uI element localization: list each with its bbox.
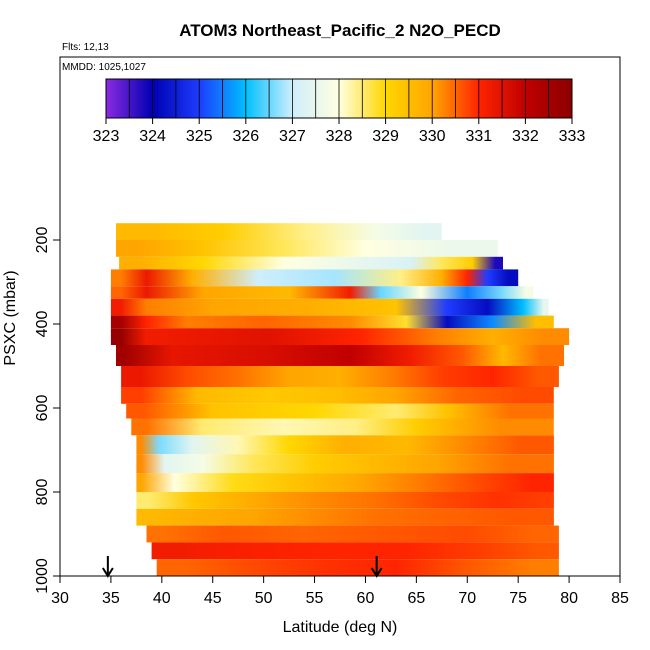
x-tick-label: 55 — [306, 590, 324, 607]
y-tick-label: 200 — [34, 227, 51, 254]
x-tick-label: 60 — [357, 590, 375, 607]
y-axis-title: PSXC (mbar) — [2, 270, 19, 365]
colorbar-tick-label: 331 — [465, 128, 492, 145]
x-tick-label: 75 — [509, 590, 527, 607]
heatmap-band — [110, 286, 534, 299]
heatmap-band — [110, 298, 549, 316]
colorbar-tick-label: 329 — [372, 128, 399, 145]
x-tick-label: 45 — [204, 590, 222, 607]
x-axis-title: Latitude (deg N) — [283, 619, 398, 636]
colorbar-tick-label: 327 — [279, 128, 306, 145]
heatmap-band — [126, 403, 554, 419]
plot-frame — [59, 56, 621, 577]
heatmap-band — [116, 223, 442, 240]
profile-markers — [102, 556, 383, 578]
profile-arrow — [102, 556, 114, 578]
x-tick-label: 70 — [458, 590, 476, 607]
heatmap-band — [156, 559, 559, 576]
colorbar-tick-label: 328 — [326, 128, 353, 145]
x-tick-label: 85 — [611, 590, 629, 607]
heatmap-band — [116, 240, 498, 257]
heatmap-band — [110, 328, 570, 345]
dates-annotation: MMDD: 1025,1027 — [62, 62, 146, 73]
colorbar-tick-label: 324 — [139, 128, 166, 145]
heatmap-band — [121, 366, 559, 387]
heatmap-band — [136, 508, 554, 526]
heatmap-band — [151, 542, 559, 560]
x-tick-label: 50 — [255, 590, 273, 607]
colorbar-tick-label: 333 — [559, 128, 586, 145]
heatmap-band — [136, 435, 554, 455]
heatmap-band — [119, 256, 503, 270]
heatmap-band — [136, 492, 554, 509]
heatmap-band — [110, 315, 554, 329]
heatmap-bands — [110, 223, 570, 576]
heatmap-band — [146, 525, 559, 543]
heatmap-band — [121, 387, 554, 404]
profile-arrow — [370, 556, 383, 578]
x-tick-label: 65 — [407, 590, 425, 607]
heatmap-band — [110, 269, 519, 287]
heatmap-band — [136, 473, 554, 492]
y-tick-label: 1000 — [34, 558, 51, 594]
colorbar-tick-label: 325 — [186, 128, 213, 145]
colorbar-tick-label: 332 — [512, 128, 539, 145]
y-tick-label: 600 — [34, 395, 51, 422]
y-tick-label: 400 — [34, 311, 51, 338]
colorbar-tick-label: 326 — [232, 128, 259, 145]
y-tick-label: 800 — [34, 479, 51, 506]
x-tick-label: 30 — [51, 590, 69, 607]
colorbar-tick-label: 330 — [419, 128, 446, 145]
chart-title: ATOM3 Northeast_Pacific_2 N2O_PECD — [179, 21, 501, 40]
heatmap-band — [116, 345, 564, 366]
x-axis: 30 35 40 45 50 55 60 65 70 75 80 85 — [51, 576, 629, 607]
colorbar: 323 324 325 326 327 328 329 330 331 332 333 — [93, 78, 586, 145]
heatmap-band — [136, 454, 554, 474]
x-tick-label: 40 — [153, 590, 171, 607]
flights-annotation: Flts: 12,13 — [62, 42, 109, 53]
x-tick-label: 35 — [102, 590, 120, 607]
heatmap-band — [131, 418, 554, 436]
y-axis: 200 400 600 800 1000 — [34, 227, 60, 594]
colorbar-tick-label: 323 — [93, 128, 120, 145]
x-tick-label: 80 — [560, 590, 578, 607]
